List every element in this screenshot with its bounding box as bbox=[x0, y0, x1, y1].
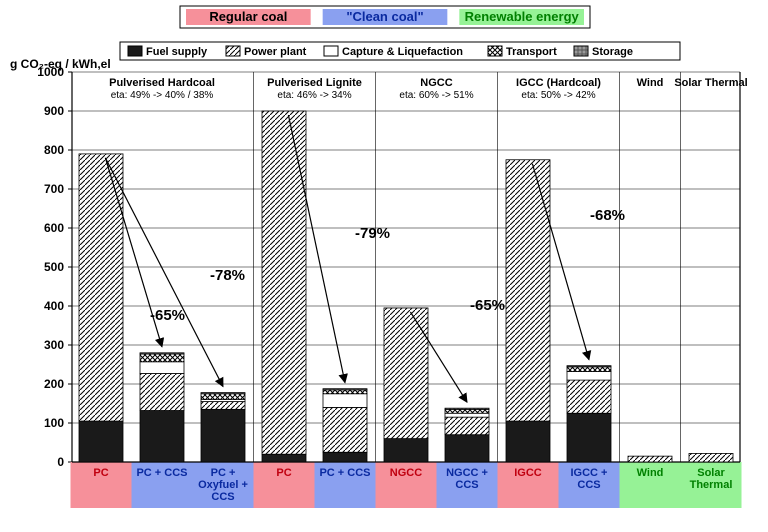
category-legend-label: Renewable energy bbox=[465, 9, 580, 24]
y-tick-label: 0 bbox=[57, 455, 64, 469]
legend-swatch bbox=[488, 46, 502, 56]
bar-segment bbox=[323, 394, 367, 408]
bar-segment bbox=[628, 456, 672, 462]
bar-label: Wind bbox=[637, 467, 664, 479]
bar-segment bbox=[323, 452, 367, 462]
y-tick-label: 300 bbox=[44, 338, 64, 352]
group-subtitle: eta: 46% -> 34% bbox=[277, 90, 351, 101]
group-title: Pulverised Hardcoal bbox=[109, 77, 215, 89]
bar-segment bbox=[689, 453, 733, 462]
bar-label: NGCC + bbox=[446, 467, 488, 479]
emissions-chart: Regular coal "Clean coal" Renewable energy… bbox=[0, 0, 768, 532]
group-subtitle: eta: 50% -> 42% bbox=[521, 90, 595, 101]
bar-label: CCS bbox=[577, 479, 600, 491]
bar-segment bbox=[445, 435, 489, 462]
bar-segment bbox=[445, 409, 489, 413]
legend-swatch bbox=[128, 46, 142, 56]
bar-segment bbox=[79, 421, 123, 462]
category-legend-label: Regular coal bbox=[209, 9, 287, 24]
group-title: Wind bbox=[637, 77, 664, 89]
y-tick-label: 800 bbox=[44, 143, 64, 157]
legend-swatch bbox=[226, 46, 240, 56]
bar-label: Solar bbox=[697, 467, 725, 479]
bar-segment bbox=[201, 409, 245, 462]
bar-segment bbox=[140, 353, 184, 354]
bar-segment bbox=[201, 393, 245, 394]
legend-label: Power plant bbox=[244, 46, 307, 58]
reduction-label: -68% bbox=[590, 207, 625, 224]
bar-label: PC + bbox=[211, 467, 236, 479]
y-tick-label: 700 bbox=[44, 182, 64, 196]
bar-label: PC + CCS bbox=[136, 467, 187, 479]
bar-segment bbox=[506, 160, 550, 421]
legend-swatch bbox=[574, 46, 588, 56]
group-title: NGCC bbox=[420, 77, 452, 89]
bar-segment bbox=[384, 308, 428, 439]
bar-label: Thermal bbox=[690, 479, 733, 491]
reduction-label: -65% bbox=[470, 297, 505, 314]
reduction-label: -79% bbox=[355, 225, 390, 242]
bar-label: CCS bbox=[211, 491, 234, 503]
bar-segment bbox=[323, 407, 367, 452]
bar-segment bbox=[140, 362, 184, 374]
legend-label: Fuel supply bbox=[146, 46, 208, 58]
bar-segment bbox=[445, 417, 489, 435]
bar-segment bbox=[506, 421, 550, 462]
bar-label: CCS bbox=[455, 479, 478, 491]
bar-segment bbox=[445, 413, 489, 417]
legend-label: Storage bbox=[592, 46, 633, 58]
bar-label: PC bbox=[276, 467, 291, 479]
bar-segment bbox=[567, 413, 611, 462]
group-subtitle: eta: 60% -> 51% bbox=[399, 90, 473, 101]
bar-segment bbox=[567, 372, 611, 381]
y-tick-label: 600 bbox=[44, 221, 64, 235]
bar-label: IGCC bbox=[514, 467, 542, 479]
bar-label: NGCC bbox=[390, 467, 422, 479]
y-tick-label: 200 bbox=[44, 377, 64, 391]
bar-segment bbox=[262, 454, 306, 462]
y-tick-label: 1000 bbox=[37, 65, 64, 79]
group-title: IGCC (Hardcoal) bbox=[516, 77, 601, 89]
bar-segment bbox=[201, 402, 245, 410]
reduction-label: -78% bbox=[210, 267, 245, 284]
group-title: Pulverised Lignite bbox=[267, 77, 362, 89]
bar-segment bbox=[140, 354, 184, 362]
reduction-label: -65% bbox=[150, 307, 185, 324]
bar-label: IGCC + bbox=[571, 467, 608, 479]
legend-label: Capture & Liquefaction bbox=[342, 46, 463, 58]
legend-label: Transport bbox=[506, 46, 557, 58]
y-tick-label: 100 bbox=[44, 416, 64, 430]
bar-segment bbox=[567, 367, 611, 372]
bar-segment bbox=[445, 408, 489, 409]
bar-label: PC + CCS bbox=[319, 467, 370, 479]
bar-segment bbox=[201, 394, 245, 400]
y-tick-label: 400 bbox=[44, 299, 64, 313]
y-tick-label: 900 bbox=[44, 104, 64, 118]
bar-label: Oxyfuel + bbox=[198, 479, 248, 491]
bar-segment bbox=[262, 111, 306, 454]
bar-segment bbox=[384, 439, 428, 462]
category-legend-label: "Clean coal" bbox=[346, 9, 423, 24]
group-subtitle: eta: 49% -> 40% / 38% bbox=[111, 90, 214, 101]
bar-segment bbox=[323, 389, 367, 390]
bar-segment bbox=[140, 373, 184, 410]
bar-segment bbox=[140, 411, 184, 462]
group-title: Solar Thermal bbox=[674, 77, 747, 89]
y-tick-label: 500 bbox=[44, 260, 64, 274]
bar-label: PC bbox=[93, 467, 108, 479]
bar-segment bbox=[567, 380, 611, 413]
bar-segment bbox=[323, 390, 367, 394]
legend-swatch bbox=[324, 46, 338, 56]
bar-segment bbox=[567, 366, 611, 367]
